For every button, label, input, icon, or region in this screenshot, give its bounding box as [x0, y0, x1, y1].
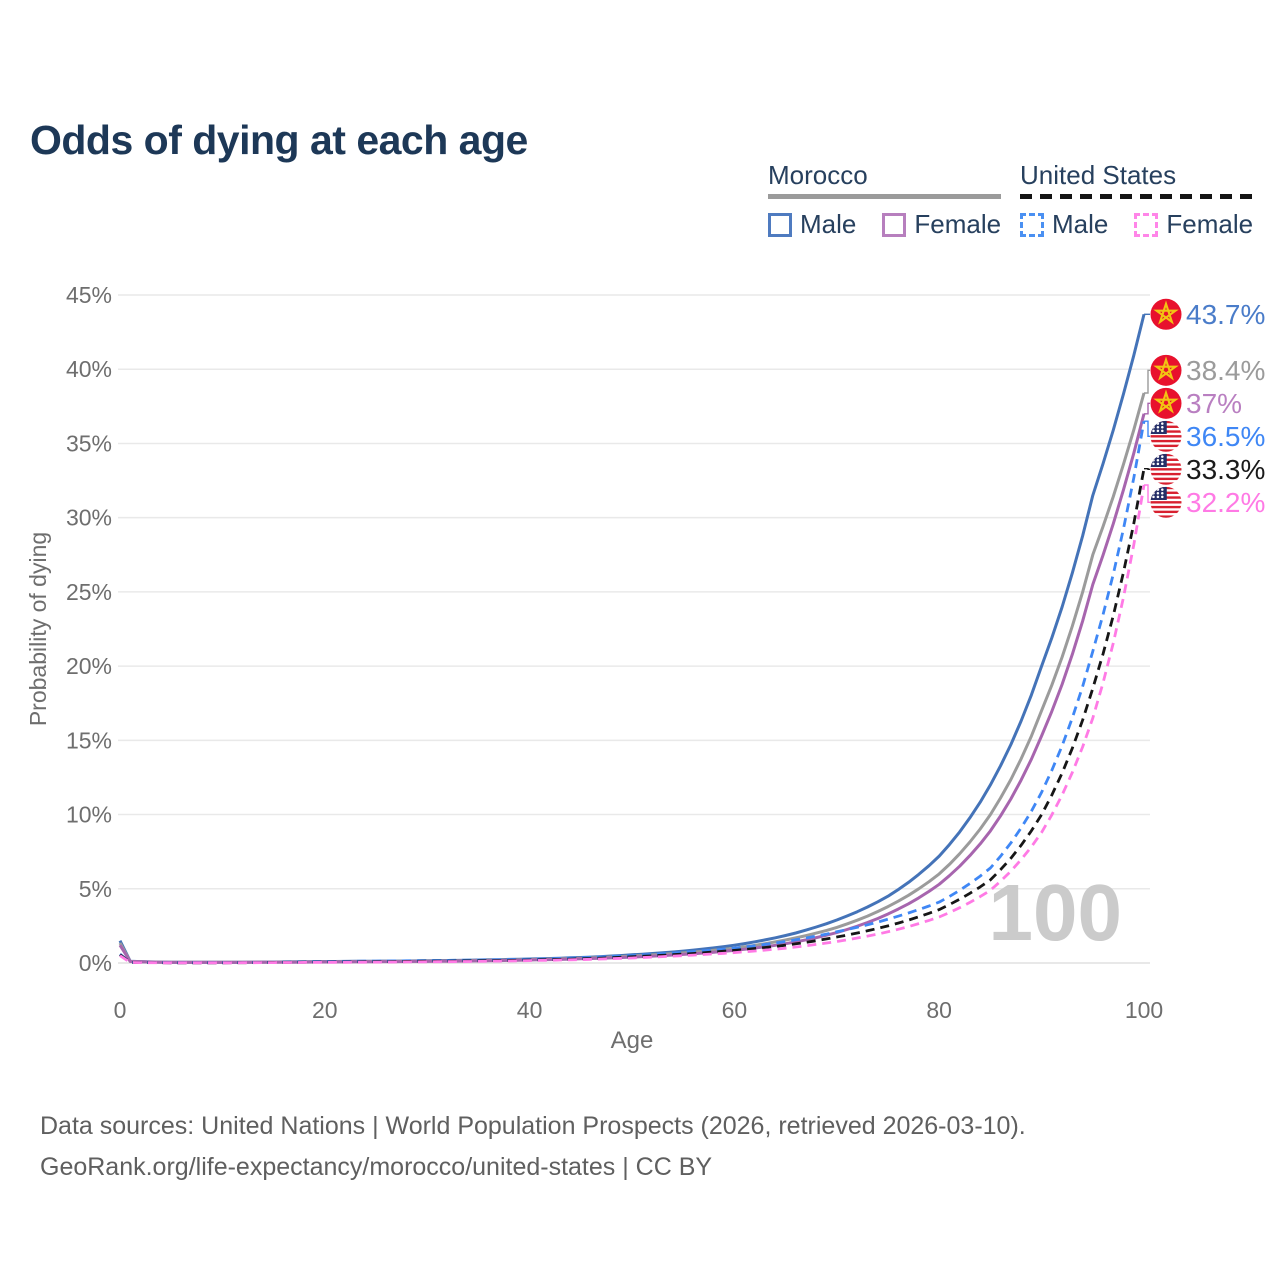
x-tick-20: 20: [312, 997, 338, 1023]
x-tick-100: 100: [1125, 997, 1163, 1023]
y-tick-40: 40%: [66, 356, 112, 382]
label-connector-us-female: [1144, 484, 1150, 503]
label-connector-us-both: [1144, 468, 1150, 470]
morocco-female-swatch: [882, 212, 907, 237]
end-label-morocco-female: 37%: [1186, 388, 1242, 419]
end-label-morocco-both: 38.4%: [1186, 355, 1265, 386]
y-tick-15: 15%: [66, 727, 112, 753]
end-label-us-female: 32.2%: [1186, 487, 1265, 518]
y-axis-label: Probability of dying: [25, 532, 51, 726]
morocco-flag-icon: [1150, 298, 1182, 330]
legend-label-morocco-male: Male: [800, 209, 857, 239]
series-line-us-female: [119, 484, 1146, 965]
attribution-text: GeoRank.org/life-expectancy/morocco/unit…: [40, 1153, 713, 1181]
legend-label-us-male: Male: [1052, 209, 1109, 239]
label-connector-us-male: [1144, 420, 1150, 437]
legend-item-us-male[interactable]: Male: [1020, 209, 1108, 240]
x-tick-60: 60: [722, 997, 748, 1023]
y-tick-10: 10%: [66, 802, 112, 828]
label-connector-morocco-both: [1144, 369, 1150, 394]
x-tick-80: 80: [926, 997, 952, 1023]
end-label-us-male: 36.5%: [1186, 421, 1265, 452]
y-tick-0: 0%: [79, 950, 112, 976]
x-axis-label: Age: [611, 1027, 654, 1054]
y-tick-35: 35%: [66, 430, 112, 456]
us-female-swatch: [1134, 212, 1159, 237]
footer: Data sources: United Nations | World Pop…: [40, 1106, 1026, 1188]
y-tick-25: 25%: [66, 579, 112, 605]
data-source-text: Data sources: United Nations | World Pop…: [40, 1112, 1026, 1140]
morocco-male-swatch: [768, 212, 792, 237]
legend-label-us-female: Female: [1166, 209, 1254, 239]
age-watermark: 100: [989, 868, 1122, 957]
us-male-swatch: [1020, 212, 1044, 237]
morocco-line-style-swatch: [768, 194, 1002, 199]
y-tick-5: 5%: [79, 876, 112, 902]
united-states-line-style-swatch: [1020, 194, 1254, 199]
us-flag-icon: [1150, 486, 1182, 518]
morocco-flag-icon: [1150, 354, 1182, 386]
x-tick-0: 0: [114, 997, 127, 1023]
label-connector-morocco-female: [1144, 402, 1150, 415]
x-tick-40: 40: [517, 997, 543, 1023]
morocco-flag-icon: [1150, 387, 1182, 419]
legend-item-us-female[interactable]: Female: [1134, 209, 1253, 240]
legend-item-morocco-male[interactable]: Male: [768, 209, 856, 240]
y-tick-45: 45%: [66, 282, 112, 308]
legend-group-morocco: Morocco Male Female: [768, 160, 1002, 240]
legend-label-morocco-female: Female: [914, 209, 1002, 239]
us-flag-icon: [1150, 453, 1182, 485]
end-label-us-both: 33.3%: [1186, 454, 1265, 485]
y-tick-30: 30%: [66, 505, 112, 531]
legend-country-morocco: Morocco: [768, 160, 868, 190]
legend-group-united-states: United States Male Female: [1020, 160, 1254, 240]
end-label-morocco-male: 43.7%: [1186, 299, 1265, 330]
series-line-morocco-male: [118, 313, 1146, 964]
page-title: Odds of dying at each age: [30, 117, 528, 164]
y-tick-20: 20%: [66, 653, 112, 679]
legend-country-united-states: United States: [1020, 160, 1177, 190]
us-flag-icon: [1150, 420, 1182, 452]
legend-item-morocco-female[interactable]: Female: [882, 209, 1001, 240]
